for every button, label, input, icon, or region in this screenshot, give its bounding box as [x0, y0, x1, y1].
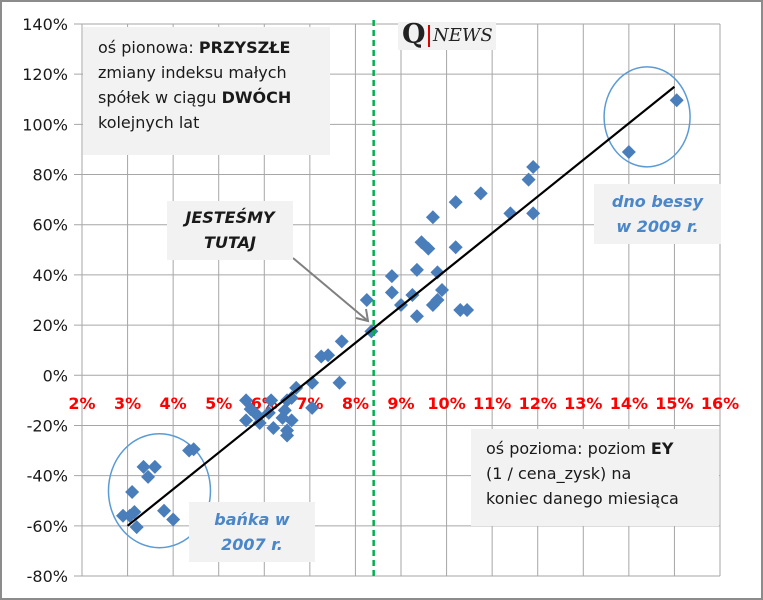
horizontal-axis-note: oś pozioma: poziom EY (1 / cena_zysk) na…: [471, 429, 719, 526]
data-point: [526, 206, 541, 221]
data-point: [125, 484, 140, 499]
data-point: [305, 400, 320, 415]
label-line: 2007 r.: [221, 535, 283, 554]
data-point: [321, 348, 336, 363]
x-tick-label: 8%: [342, 394, 369, 413]
y-tick-label: 100%: [22, 115, 68, 134]
data-point: [157, 503, 172, 518]
data-point: [409, 262, 424, 277]
data-point: [332, 375, 347, 390]
note-bold: PRZYSZŁE: [198, 38, 291, 57]
callout-jestesmy-tutaj: JESTEŚMY TUTAJ: [167, 201, 293, 260]
data-point: [166, 512, 181, 527]
data-point: [384, 269, 399, 284]
callout-line: TUTAJ: [204, 233, 256, 252]
y-tick-label: 0%: [43, 366, 68, 385]
x-tick-label: 4%: [160, 394, 187, 413]
y-tick-label: 20%: [32, 316, 68, 335]
x-tick-label: 5%: [205, 394, 232, 413]
note-text: oś pionowa:: [98, 38, 199, 57]
data-point: [669, 93, 684, 108]
y-tick-label: 140%: [22, 15, 68, 34]
data-point: [425, 210, 440, 225]
x-tick-label: 15%: [655, 394, 693, 413]
label-dno-bessy: dno bessy w 2009 r.: [594, 184, 721, 244]
y-tick-label: 120%: [22, 65, 68, 84]
x-tick-label: 14%: [610, 394, 648, 413]
data-point: [384, 285, 399, 300]
callout-arrow: [292, 257, 369, 322]
y-tick-label: -60%: [27, 517, 68, 536]
y-tick-label: 80%: [32, 166, 68, 185]
highlight-circle-bessy: [603, 66, 691, 168]
y-tick-label: -80%: [27, 567, 68, 586]
highlight-circle-banka: [107, 432, 212, 549]
callout-line: JESTEŚMY: [185, 208, 275, 227]
data-point: [460, 303, 475, 318]
data-point: [277, 403, 292, 418]
data-point: [334, 334, 349, 349]
data-point: [409, 309, 424, 324]
label-banka: bańka w 2007 r.: [189, 502, 315, 562]
y-tick-label: -20%: [27, 416, 68, 435]
data-point: [136, 459, 151, 474]
data-point: [147, 459, 162, 474]
note-text: koniec danego miesiąca: [486, 489, 679, 508]
x-tick-label: 9%: [387, 394, 414, 413]
x-tick-label: 13%: [564, 394, 602, 413]
data-point: [421, 241, 436, 256]
data-point: [521, 172, 536, 187]
data-point: [448, 195, 463, 210]
data-point: [266, 420, 281, 435]
data-point: [430, 293, 445, 307]
arrowhead-icon: [355, 308, 370, 323]
x-tick-label: 10%: [427, 394, 465, 413]
x-tick-label: 12%: [519, 394, 557, 413]
data-point: [430, 265, 445, 280]
data-point: [122, 508, 137, 523]
data-point: [359, 293, 374, 307]
data-point: [284, 413, 299, 428]
x-tick-label: 3%: [114, 394, 141, 413]
data-point: [284, 390, 299, 405]
note-bold: EY: [650, 439, 674, 458]
data-point: [526, 160, 541, 175]
data-point: [473, 186, 488, 201]
note-text: zmiany indeksu małych: [98, 63, 287, 82]
data-point: [264, 393, 279, 408]
trendline: [126, 85, 676, 527]
y-tick-label: -40%: [27, 467, 68, 486]
x-tick-label: 16%: [701, 394, 739, 413]
note-text: spółek w ciągu: [98, 88, 222, 107]
note-text: kolejnych lat: [98, 113, 200, 132]
data-point: [129, 520, 144, 535]
label-line: bańka w: [214, 510, 290, 529]
note-text: oś pozioma: poziom: [486, 439, 651, 458]
data-point: [186, 442, 201, 457]
data-point: [239, 413, 254, 428]
data-point: [435, 282, 450, 297]
data-point: [621, 144, 636, 159]
data-point: [448, 240, 463, 255]
data-point: [141, 469, 156, 484]
note-bold: DWÓCH: [221, 88, 292, 107]
label-line: dno bessy: [611, 192, 704, 211]
qnews-logo: Q NEWS: [398, 19, 496, 50]
note-text: (1 / cena_zysk) na: [486, 464, 632, 483]
vertical-axis-note: oś pionowa: PRZYSZŁE zmiany indeksu mały…: [83, 27, 330, 155]
y-tick-label: 40%: [32, 266, 68, 285]
y-tick-label: 60%: [32, 216, 68, 235]
data-point: [289, 380, 304, 395]
label-line: w 2009 r.: [616, 217, 699, 236]
x-tick-label: 11%: [473, 394, 511, 413]
x-tick-label: 2%: [68, 394, 95, 413]
data-point: [280, 428, 295, 443]
data-point: [405, 287, 420, 302]
